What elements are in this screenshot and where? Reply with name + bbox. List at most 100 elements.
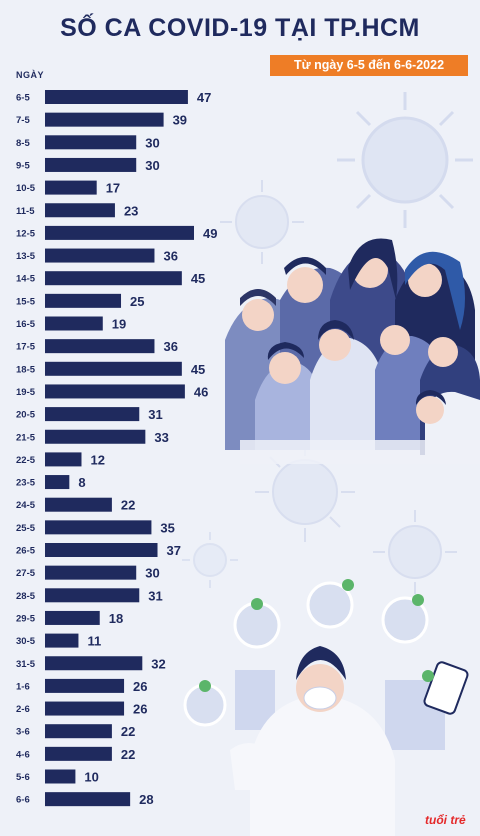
data-label: 18 xyxy=(109,611,123,626)
bar xyxy=(45,135,137,150)
data-label: 22 xyxy=(121,724,135,739)
data-label: 46 xyxy=(194,384,208,399)
bar xyxy=(45,610,100,625)
bar xyxy=(45,339,155,354)
bar xyxy=(45,225,194,240)
bar xyxy=(45,203,115,218)
data-label: 8 xyxy=(78,475,85,490)
category-label: 10-5 xyxy=(16,183,36,194)
virus-icon xyxy=(373,510,457,594)
category-label: 19-5 xyxy=(16,387,36,398)
bar xyxy=(45,248,155,263)
data-label: 31 xyxy=(148,588,162,603)
category-label: 24-5 xyxy=(16,500,36,511)
data-label: 30 xyxy=(145,135,159,150)
category-label: 20-5 xyxy=(16,410,36,421)
data-label: 28 xyxy=(139,792,153,807)
bar xyxy=(45,701,125,716)
category-label: 11-5 xyxy=(16,206,35,217)
bar xyxy=(45,407,140,422)
data-label: 30 xyxy=(145,566,159,581)
category-label: 25-5 xyxy=(16,523,36,534)
category-label: 1-6 xyxy=(16,681,30,692)
bar xyxy=(45,384,185,399)
bar xyxy=(45,497,112,512)
bar xyxy=(45,293,122,308)
bar xyxy=(45,361,182,376)
category-label: 17-5 xyxy=(16,342,36,353)
bar xyxy=(45,90,188,104)
data-label: 33 xyxy=(154,430,168,445)
virus-mask-icon xyxy=(183,579,469,727)
category-label: 28-5 xyxy=(16,591,36,602)
data-label: 45 xyxy=(191,271,205,286)
category-label: 15-5 xyxy=(16,296,36,307)
bar xyxy=(45,565,137,580)
data-label: 11 xyxy=(87,634,101,649)
data-label: 47 xyxy=(197,90,211,105)
bar xyxy=(45,633,79,648)
bar xyxy=(45,180,97,195)
category-label: 18-5 xyxy=(16,364,36,375)
bar xyxy=(45,112,164,127)
data-label: 22 xyxy=(121,747,135,762)
data-label: 37 xyxy=(167,543,181,558)
virus-icon xyxy=(182,532,238,588)
category-label: 23-5 xyxy=(16,478,36,489)
tuoi-tre-logo: tuổi trẻ xyxy=(425,813,466,827)
bar xyxy=(45,520,152,535)
bar xyxy=(45,792,131,807)
data-label: 32 xyxy=(151,656,165,671)
category-label: 4-6 xyxy=(16,749,30,760)
bar xyxy=(45,678,125,693)
chart-title: SỐ CA COVID-19 TẠI TP.HCM xyxy=(60,14,420,42)
category-label: 13-5 xyxy=(16,251,36,262)
category-label: 12-5 xyxy=(16,228,36,239)
category-label: 22-5 xyxy=(16,455,36,466)
data-label: 17 xyxy=(106,181,120,196)
bar xyxy=(45,543,158,557)
bar xyxy=(45,588,140,603)
data-label: 10 xyxy=(84,770,98,785)
virus-icon xyxy=(220,180,304,264)
data-label: 49 xyxy=(203,226,217,241)
bar xyxy=(45,724,112,739)
bar xyxy=(45,271,182,286)
category-label: 16-5 xyxy=(16,319,36,330)
category-label: 30-5 xyxy=(16,636,36,647)
category-label: 27-5 xyxy=(16,568,36,579)
category-label: 3-6 xyxy=(16,727,30,738)
category-label: 7-5 xyxy=(16,115,30,126)
data-label: 45 xyxy=(191,362,205,377)
category-label: 6-5 xyxy=(16,93,30,104)
data-label: 23 xyxy=(124,203,138,218)
category-label: 5-6 xyxy=(16,772,30,783)
category-label: 26-5 xyxy=(16,546,36,557)
category-label: 21-5 xyxy=(16,432,36,443)
category-label: 31-5 xyxy=(16,659,36,670)
bar xyxy=(45,746,112,761)
date-range-badge: Từ ngày 6-5 đến 6-6-2022 xyxy=(270,55,468,76)
category-label: 29-5 xyxy=(16,613,36,624)
data-label: 39 xyxy=(173,113,187,128)
category-label: 9-5 xyxy=(16,160,30,171)
category-axis-label: NGÀY xyxy=(16,70,45,80)
bar xyxy=(45,656,143,671)
bar xyxy=(45,769,76,784)
bar xyxy=(45,316,103,331)
data-label: 30 xyxy=(145,158,159,173)
data-label: 26 xyxy=(133,702,147,717)
data-label: 22 xyxy=(121,498,135,513)
data-label: 25 xyxy=(130,294,144,309)
data-label: 36 xyxy=(163,339,177,354)
data-label: 36 xyxy=(163,249,177,264)
data-label: 31 xyxy=(148,407,162,422)
category-label: 2-6 xyxy=(16,704,30,715)
virus-icon xyxy=(337,92,473,228)
data-label: 26 xyxy=(133,679,147,694)
data-label: 12 xyxy=(90,452,104,467)
people-illustration xyxy=(225,238,480,464)
bar xyxy=(45,452,82,467)
